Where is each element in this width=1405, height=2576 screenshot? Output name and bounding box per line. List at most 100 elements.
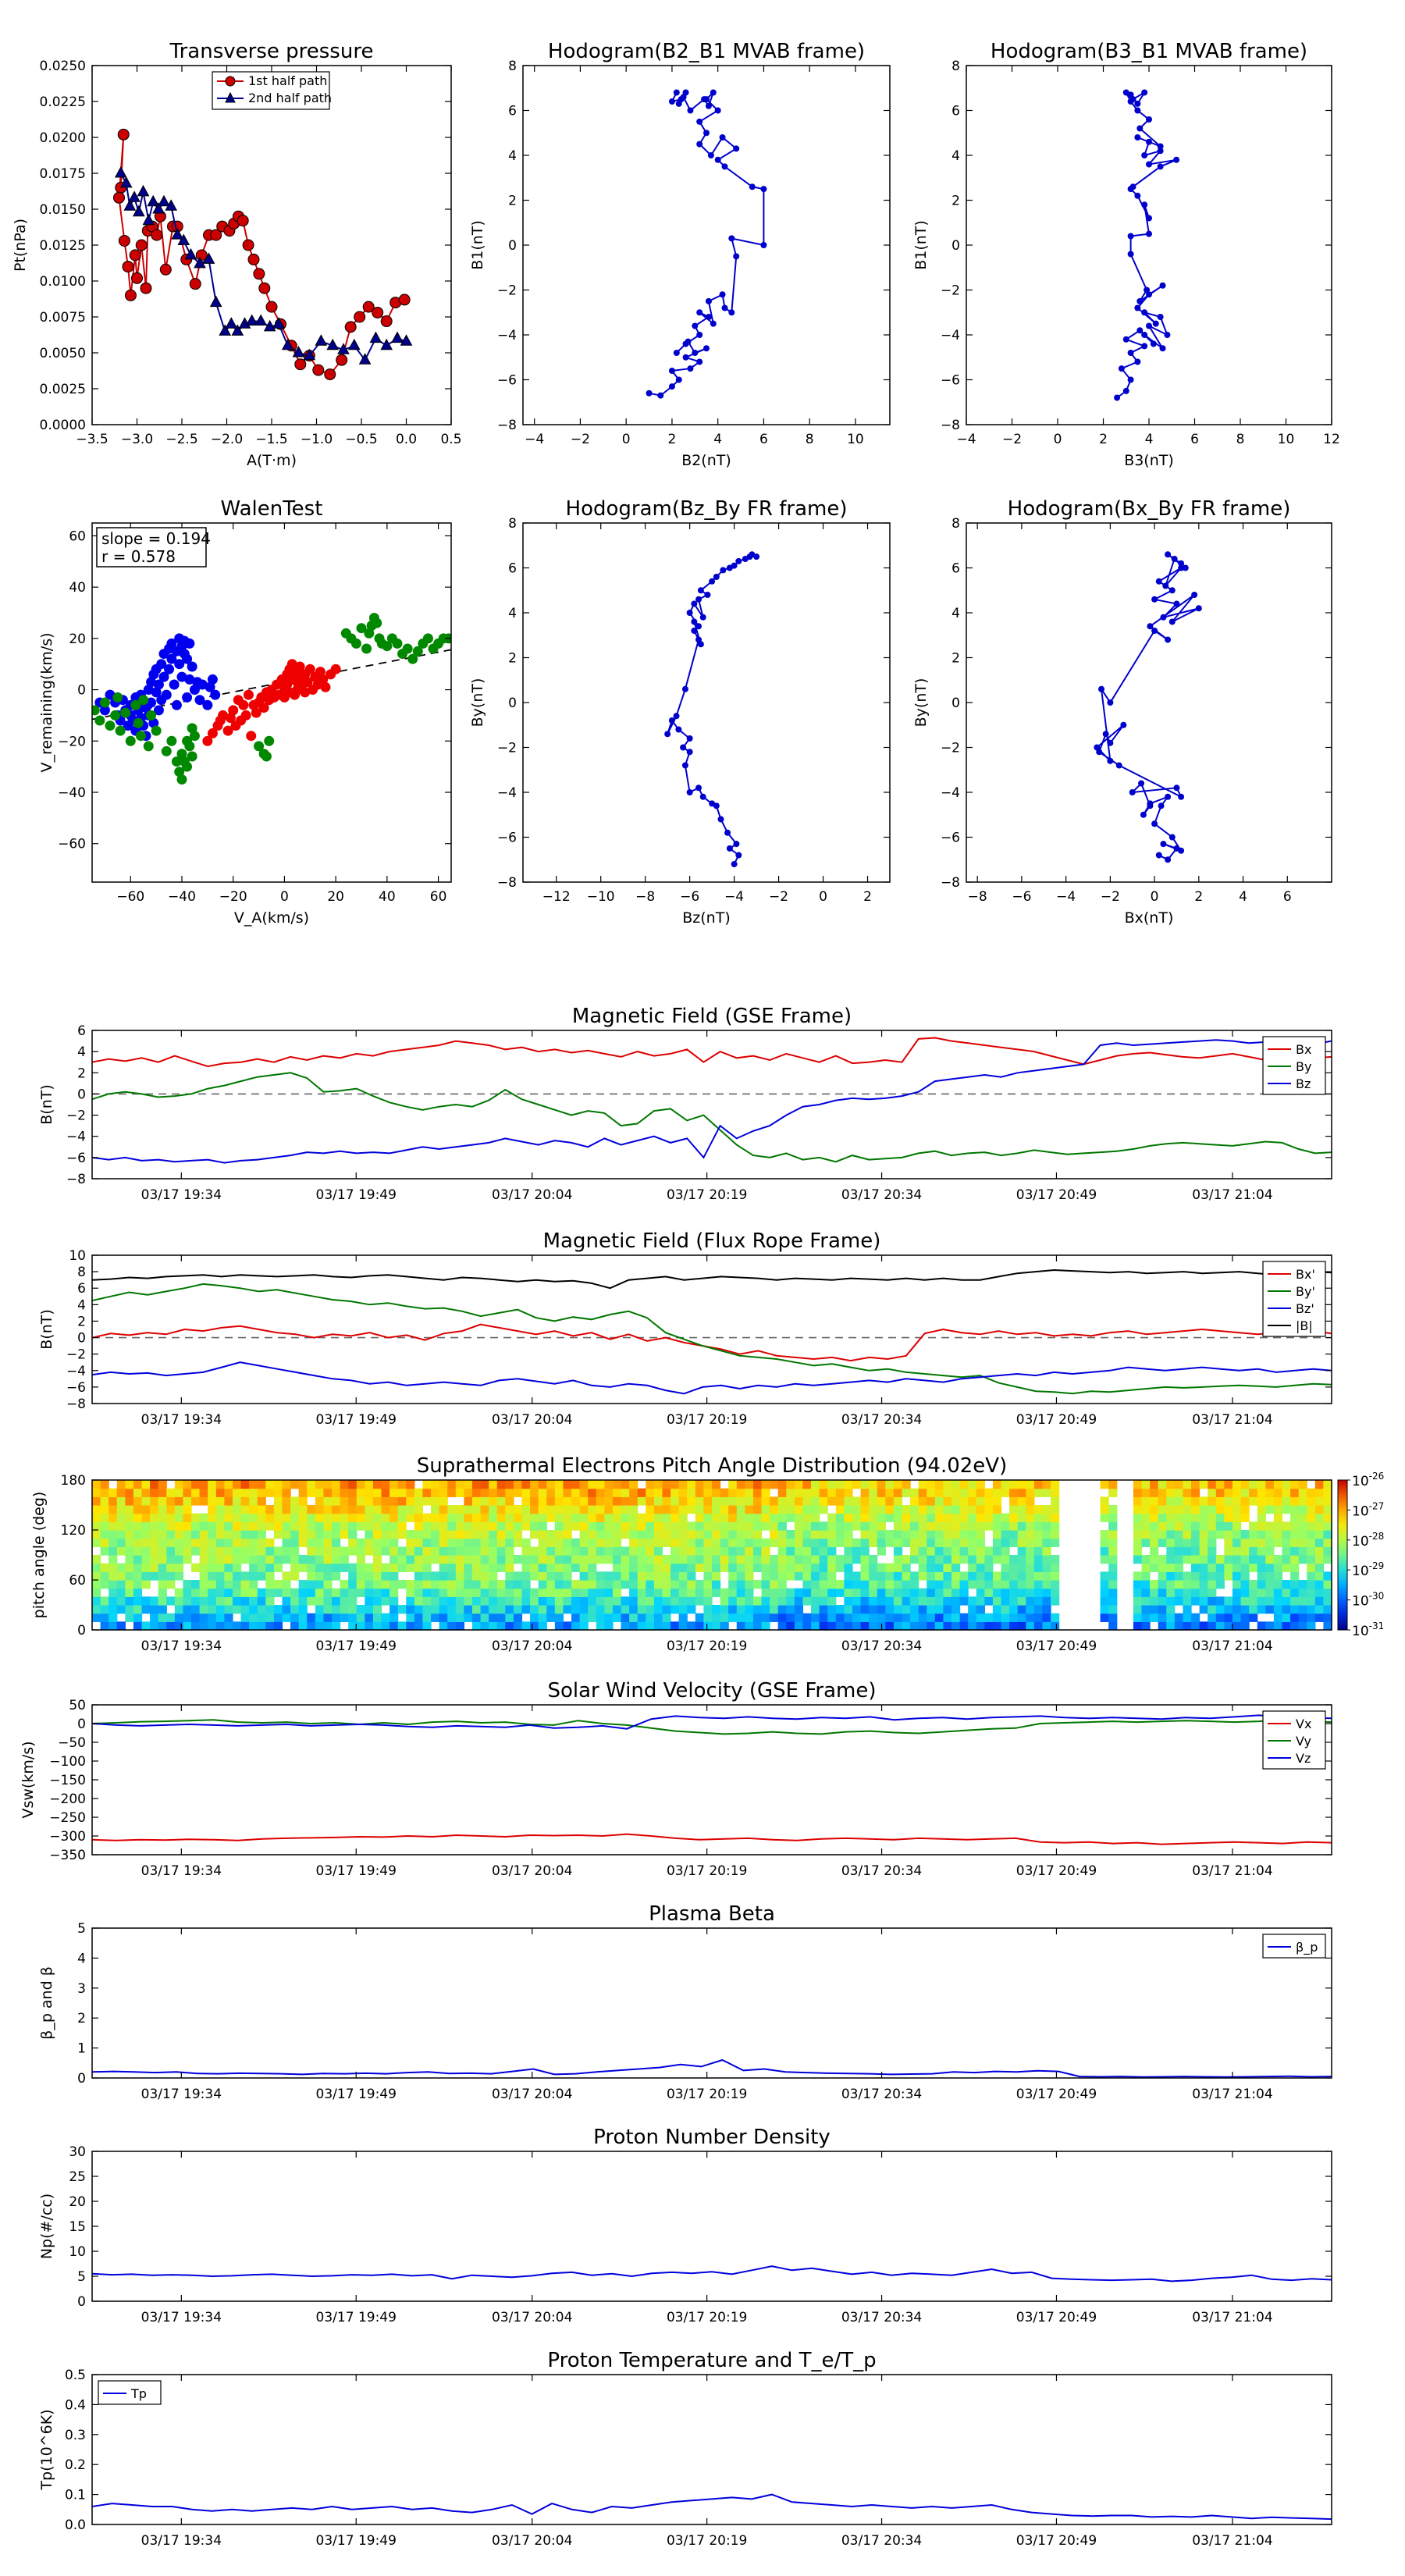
heatmap-cell [208, 1580, 217, 1589]
heatmap-cell [910, 1513, 919, 1522]
heatmap-cell [125, 1546, 134, 1556]
heatmap-cell [835, 1588, 845, 1597]
heatmap-cell [918, 1605, 927, 1614]
plot-area [92, 2493, 1332, 2521]
heatmap-cell [596, 1580, 605, 1589]
heatmap-cell [927, 1613, 936, 1622]
heatmap-cell [1017, 1530, 1026, 1539]
heatmap-cell [827, 1613, 837, 1622]
heatmap-cell [646, 1555, 655, 1564]
heatmap-cell [992, 1530, 1002, 1539]
heatmap-cell [323, 1563, 333, 1572]
x-tick-label: 03/17 20:04 [492, 1412, 572, 1428]
x-tick-label: 6 [1190, 432, 1199, 447]
heatmap-cell [943, 1563, 952, 1572]
heatmap-cell [530, 1555, 539, 1564]
heatmap-cell [1215, 1555, 1225, 1564]
heatmap-cell [464, 1605, 473, 1614]
heatmap-cell [695, 1521, 705, 1531]
heatmap-cell [579, 1588, 589, 1597]
heatmap-cell [249, 1596, 258, 1606]
heatmap-cell [307, 1588, 316, 1597]
y-tick-label: 8 [508, 59, 517, 74]
heatmap-cell [414, 1613, 424, 1622]
heatmap-cell [1208, 1613, 1217, 1622]
heatmap-cell [1150, 1496, 1159, 1506]
y-tick-label: 0.0100 [40, 274, 86, 290]
data-point [125, 735, 136, 746]
heatmap-cell [1273, 1588, 1283, 1597]
heatmap-cell [232, 1521, 242, 1531]
heatmap-cell [100, 1505, 109, 1514]
heatmap-cell [471, 1571, 482, 1581]
heatmap-cell [1257, 1621, 1266, 1631]
heatmap-cell [232, 1488, 242, 1497]
heatmap-cell [1042, 1538, 1051, 1547]
heatmap-cell [951, 1613, 961, 1622]
heatmap-cell [860, 1521, 870, 1531]
heatmap-cell [92, 1605, 101, 1614]
heatmap-cell [166, 1563, 176, 1572]
heatmap-cell [307, 1621, 316, 1631]
y-tick-label: 30 [69, 2144, 86, 2160]
heatmap-cell [1249, 1488, 1258, 1497]
heatmap-cell [646, 1588, 655, 1597]
heatmap-cell [1026, 1571, 1035, 1581]
heatmap-cell [934, 1505, 944, 1514]
heatmap-cell [273, 1613, 283, 1622]
heatmap-cell [604, 1571, 614, 1581]
data-point [412, 646, 423, 656]
heatmap-cell [257, 1621, 266, 1631]
heatmap-cell [100, 1480, 109, 1489]
heatmap-cell [340, 1505, 349, 1514]
heatmap-cell [166, 1496, 176, 1506]
heatmap-cell [315, 1521, 325, 1531]
heatmap-cell [752, 1521, 763, 1531]
heatmap-cell [422, 1480, 432, 1489]
heatmap-cell [505, 1613, 514, 1622]
x-tick-label: −6 [1012, 889, 1031, 905]
heatmap-cell [1199, 1530, 1208, 1539]
heatmap-cell [215, 1555, 225, 1564]
heatmap-cell [489, 1546, 498, 1556]
heatmap-cell [670, 1596, 680, 1606]
heatmap-cell [992, 1496, 1002, 1506]
heatmap-cell [158, 1563, 167, 1572]
y-tick-label: −4 [941, 785, 960, 801]
heatmap-cell [860, 1480, 870, 1489]
y-tick-label: −8 [66, 1397, 86, 1412]
y-tick-label: 2 [77, 1066, 86, 1081]
heatmap-cell [224, 1546, 233, 1556]
heatmap-cell [554, 1621, 564, 1631]
plot-area [664, 551, 760, 867]
heatmap-cell [703, 1605, 713, 1614]
heatmap-cell [678, 1613, 688, 1622]
heatmap-cell [943, 1555, 952, 1564]
heatmap-cell [902, 1480, 911, 1489]
heatmap-cell [745, 1563, 754, 1572]
data-point [721, 304, 728, 311]
heatmap-cell [1183, 1596, 1192, 1606]
heatmap-cell [240, 1530, 250, 1539]
heatmap-cell [332, 1563, 341, 1572]
y-tick-label: −8 [66, 1172, 86, 1187]
heatmap-cell [406, 1480, 415, 1489]
heatmap-cell [745, 1496, 754, 1506]
heatmap-cell [720, 1521, 729, 1531]
heatmap-cell [158, 1538, 167, 1547]
heatmap-cell [951, 1605, 961, 1614]
y-tick-label: 20 [69, 632, 86, 647]
heatmap-cell [1323, 1588, 1332, 1597]
heatmap-cell [877, 1596, 886, 1606]
data-point [222, 725, 233, 736]
heatmap-cell [811, 1580, 820, 1589]
heatmap-cell [199, 1488, 208, 1497]
heatmap-cell [1298, 1488, 1307, 1497]
heatmap-cell [752, 1496, 763, 1506]
heatmap-cell [910, 1596, 919, 1606]
heatmap-cell [687, 1496, 696, 1506]
heatmap-cell [1033, 1588, 1044, 1597]
heatmap-cell [92, 1555, 101, 1564]
heatmap-cell [736, 1505, 745, 1514]
y-tick-label: 5 [77, 1921, 86, 1937]
